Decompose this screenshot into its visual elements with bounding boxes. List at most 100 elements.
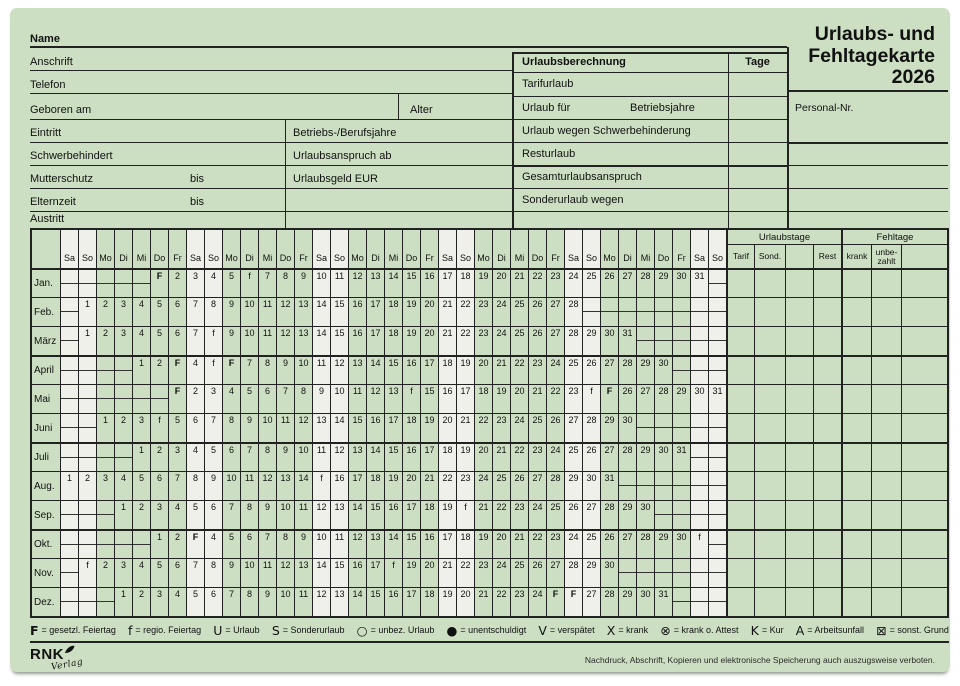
day-cell: 17 <box>348 471 366 500</box>
day-cell: 20 <box>420 558 438 587</box>
day-number: 17 <box>370 328 381 338</box>
day-cell: 4 <box>168 500 186 529</box>
day-number: 15 <box>388 358 399 368</box>
fehltage-cell <box>901 529 947 558</box>
day-cell: 3 <box>114 326 132 355</box>
day-number: 1 <box>66 473 72 483</box>
day-cell: 22 <box>546 384 564 413</box>
legend-item: X = krank <box>607 623 648 638</box>
day-cell: 23 <box>528 355 546 384</box>
legend-item: A = Arbeitsunfall <box>796 623 864 638</box>
day-number: 11 <box>334 271 345 281</box>
day-cell: 14 <box>294 471 312 500</box>
day-cell: 12 <box>258 471 276 500</box>
day-cell: 2 <box>78 471 96 500</box>
empty-day-cell <box>60 587 78 616</box>
day-number: 6 <box>228 445 234 455</box>
day-number: 7 <box>192 560 198 570</box>
day-number: 21 <box>460 415 471 425</box>
day-number: 15 <box>406 532 417 542</box>
legend-symbol: f <box>127 622 133 638</box>
day-cell: 16 <box>402 442 420 471</box>
day-cell: 6 <box>204 500 222 529</box>
day-number: 12 <box>352 532 363 542</box>
day-cell: 25 <box>510 558 528 587</box>
urlaubstage-cell <box>726 558 754 587</box>
day-number: 6 <box>174 299 180 309</box>
day-cell: 15 <box>330 326 348 355</box>
day-cell: 7 <box>186 297 204 326</box>
day-cell: 13 <box>366 529 384 558</box>
day-number: 8 <box>210 560 216 570</box>
legend-text: = Arbeitsunfall <box>807 625 865 635</box>
day-number: 29 <box>658 271 669 281</box>
day-number: 30 <box>622 415 633 425</box>
day-cell: 28 <box>546 471 564 500</box>
day-cell: 5 <box>204 442 222 471</box>
empty-day-cell <box>96 500 114 529</box>
day-cell: 13 <box>330 500 348 529</box>
day-cell: 24 <box>492 558 510 587</box>
day-cell: 1 <box>114 500 132 529</box>
day-cell: 2 <box>150 355 168 384</box>
day-cell: 10 <box>240 558 258 587</box>
urlaubstage-cell <box>754 529 785 558</box>
day-number: 7 <box>282 386 288 396</box>
empty-day-cell <box>708 558 726 587</box>
day-cell: 21 <box>456 413 474 442</box>
day-cell: 14 <box>384 268 402 297</box>
urlaubstage-cell <box>754 587 785 616</box>
day-cell: 24 <box>474 471 492 500</box>
urlaubstage-cell <box>754 297 785 326</box>
day-number: 22 <box>460 560 471 570</box>
day-number: 8 <box>300 386 306 396</box>
day-number: 16 <box>406 358 417 368</box>
legend-text: = sonst. Grund <box>889 625 949 635</box>
day-number: 4 <box>138 328 144 338</box>
day-cell: 14 <box>348 587 366 616</box>
day-number: 5 <box>228 532 234 542</box>
day-cell: 3 <box>96 471 114 500</box>
day-number: 20 <box>424 328 435 338</box>
day-number: 14 <box>352 589 363 599</box>
day-number: 5 <box>246 386 252 396</box>
day-cell: 18 <box>366 471 384 500</box>
weekday-header: Fr <box>168 230 186 268</box>
day-number: 18 <box>460 271 471 281</box>
empty-day-cell <box>60 529 78 558</box>
day-number: 3 <box>156 502 162 512</box>
day-number: 15 <box>424 386 435 396</box>
day-number: 11 <box>316 445 327 455</box>
day-number: 2 <box>138 502 144 512</box>
day-number: 20 <box>442 415 453 425</box>
empty-day-cell <box>78 500 96 529</box>
urlaubstage-cell <box>785 587 813 616</box>
day-cell: 22 <box>474 413 492 442</box>
day-cell: 30 <box>672 268 690 297</box>
day-cell: 1 <box>96 413 114 442</box>
day-number: 5 <box>228 271 234 281</box>
day-cell: 2 <box>96 558 114 587</box>
fehltage-header: Fehltage krank unbe- zahlt <box>841 230 947 268</box>
day-number: 22 <box>478 415 489 425</box>
day-cell: 25 <box>564 442 582 471</box>
day-number: 19 <box>442 502 453 512</box>
empty-day-cell <box>672 355 690 384</box>
day-cell: 8 <box>222 413 240 442</box>
day-number: 22 <box>496 502 507 512</box>
day-number: 2 <box>138 589 144 599</box>
day-cell: 26 <box>528 558 546 587</box>
day-number: 9 <box>264 589 270 599</box>
empty-day-cell <box>618 471 636 500</box>
empty-day-cell <box>60 355 78 384</box>
day-cell: 12 <box>294 413 312 442</box>
divider <box>512 142 787 143</box>
weekday-header: Fr <box>294 230 312 268</box>
legend-item: F = gesetzl. Feiertag <box>30 623 116 638</box>
empty-day-cell <box>582 297 600 326</box>
urlaubstage-cell <box>785 355 813 384</box>
day-number: 11 <box>262 299 273 309</box>
day-number: 5 <box>156 299 162 309</box>
day-number: 12 <box>352 271 363 281</box>
field-label-alter: Alter <box>410 104 433 116</box>
